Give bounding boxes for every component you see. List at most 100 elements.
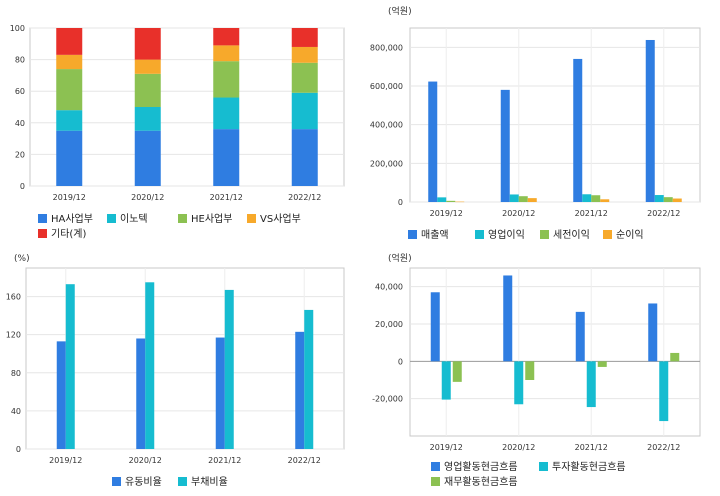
bar	[648, 303, 658, 362]
bar	[56, 341, 66, 449]
legend-swatch	[247, 214, 256, 223]
chart-4: -20,000 0 20,000 40,000 2019/12 2020/12 2021/1…	[372, 252, 701, 488]
bar	[446, 200, 456, 202]
legend-label: 영업활동현금흐름	[444, 460, 518, 473]
legend-swatch	[178, 214, 187, 223]
y-tick-label: 0	[398, 198, 403, 207]
y-tick-label: 40	[15, 119, 25, 128]
x-tick-label: 2020/12	[129, 456, 162, 465]
y-tick-label: 20	[15, 150, 25, 159]
bar	[500, 89, 510, 202]
bar	[56, 130, 83, 186]
bar	[304, 309, 314, 449]
bar	[224, 289, 234, 449]
y-tick-label: 160	[6, 293, 21, 302]
bar	[514, 361, 524, 405]
y-tick-label: 60	[15, 87, 25, 96]
legend-label: 순이익	[616, 229, 644, 241]
bar	[452, 361, 462, 382]
legend-swatch	[408, 230, 417, 239]
legend-swatch	[38, 229, 47, 238]
legend-swatch	[38, 214, 47, 223]
x-tick-label: 2020/12	[502, 209, 535, 218]
bar	[134, 107, 161, 131]
legend-label: 투자활동현금흐름	[552, 460, 626, 473]
x-tick-label: 2020/12	[131, 193, 164, 202]
x-tick-label: 2019/12	[430, 209, 463, 218]
unit-label: (억원)	[388, 5, 412, 17]
bar	[291, 129, 318, 186]
y-tick-label: 100	[10, 24, 25, 33]
legend-swatch	[107, 214, 116, 223]
bar	[503, 275, 513, 362]
bar	[573, 58, 583, 202]
y-tick-label: 20,000	[375, 320, 403, 329]
unit-label: (%)	[14, 254, 30, 264]
legend-swatch	[431, 462, 440, 471]
bar	[586, 361, 596, 408]
y-tick-label: 0	[398, 357, 403, 366]
bar	[56, 69, 83, 111]
bar	[291, 46, 318, 63]
y-tick-label: 600,000	[370, 82, 403, 91]
bar	[213, 129, 240, 186]
bar	[600, 199, 610, 202]
y-tick-label: 40,000	[375, 283, 403, 292]
bar	[525, 361, 535, 380]
y-tick-label: 80	[15, 56, 25, 65]
bar	[645, 39, 655, 203]
bar	[134, 28, 161, 60]
bar	[213, 28, 240, 46]
x-tick-label: 2020/12	[502, 443, 535, 452]
bar	[134, 59, 161, 74]
y-tick-label: 40	[11, 407, 21, 416]
legend-label: HE사업부	[191, 212, 232, 225]
legend-swatch	[539, 462, 548, 471]
y-tick-label: 0	[20, 182, 25, 191]
bar	[672, 198, 682, 202]
bar	[430, 292, 440, 362]
legend-label: 부채비율	[191, 476, 228, 488]
plot-frame	[409, 27, 701, 203]
plot-frame	[25, 267, 345, 450]
y-tick-label: 120	[6, 331, 21, 340]
chart-1: 0 20 40 60 80 100 2019/12 2020/12 2021/12 2022/12…	[10, 24, 345, 240]
bar	[663, 197, 673, 202]
x-tick-label: 2019/12	[53, 193, 86, 202]
legend-label: 매출액	[421, 229, 449, 241]
y-tick-label: -20,000	[372, 395, 403, 404]
y-tick-label: 0	[16, 445, 21, 454]
bar	[509, 194, 519, 202]
bar	[428, 81, 438, 202]
bar	[527, 198, 537, 202]
legend-label: 세전이익	[553, 229, 590, 241]
legend-swatch	[178, 477, 187, 486]
legend-label: 이노텍	[120, 213, 148, 225]
bar	[136, 338, 146, 449]
bar	[597, 361, 607, 367]
y-tick-label: 400,000	[370, 121, 403, 130]
bar	[591, 195, 601, 202]
bar	[213, 61, 240, 98]
bar	[575, 311, 585, 362]
bar	[213, 45, 240, 62]
bar	[654, 195, 664, 202]
bar	[455, 201, 465, 203]
bar	[291, 28, 318, 47]
bar	[145, 282, 155, 449]
unit-label: (억원)	[388, 252, 412, 264]
x-tick-label: 2021/12	[575, 209, 608, 218]
bar	[291, 92, 318, 130]
bar	[582, 194, 592, 202]
bar	[56, 110, 83, 131]
chart-2: 0 200,000 400,000 600,000 800,000 2019/12 2020…	[370, 5, 701, 241]
bar	[295, 331, 305, 449]
legend-label: 기타(계)	[51, 228, 87, 240]
bar	[518, 196, 528, 202]
legend-label: 재무활동현금흐름	[444, 475, 518, 488]
x-tick-label: 2022/12	[647, 209, 680, 218]
x-tick-label: 2022/12	[288, 456, 321, 465]
bar	[659, 361, 669, 422]
x-tick-label: 2021/12	[210, 193, 243, 202]
